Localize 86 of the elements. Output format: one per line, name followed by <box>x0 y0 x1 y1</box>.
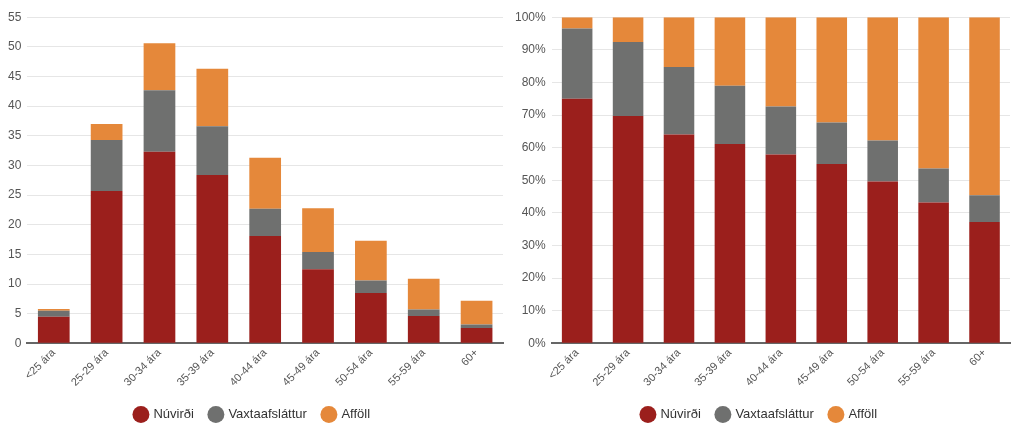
bar <box>816 163 848 343</box>
legend-label: Vaxtaafsláttur <box>228 406 308 422</box>
y-tick-label: 80% <box>521 74 547 89</box>
bar <box>918 168 949 203</box>
y-tick-label: 20 <box>7 217 22 232</box>
legend-label: Vaxtaafsláttur <box>735 406 815 422</box>
bar <box>460 327 493 343</box>
bar <box>765 17 797 107</box>
bar <box>196 126 229 175</box>
y-tick-label: 30% <box>521 237 547 252</box>
bar <box>355 280 387 293</box>
bar <box>37 316 70 343</box>
y-tick-label: 0% <box>528 335 547 350</box>
bar <box>407 309 440 317</box>
y-tick-label: 55 <box>7 9 22 24</box>
bar <box>302 208 334 253</box>
bar <box>90 139 123 191</box>
bar <box>561 17 593 29</box>
y-tick-label: 40% <box>521 205 547 220</box>
bar <box>867 181 898 343</box>
bar <box>612 17 644 42</box>
y-tick-label: 60% <box>521 139 547 154</box>
x-tick-label: 60+ <box>458 346 481 368</box>
bar <box>663 134 695 343</box>
bar <box>867 17 898 141</box>
y-tick-label: 25 <box>7 187 22 202</box>
bar <box>143 90 176 152</box>
x-tick-label: <25 ára <box>22 345 58 382</box>
bar <box>765 154 797 343</box>
y-tick-label: 30 <box>7 157 22 172</box>
y-tick-label: 0 <box>14 335 22 350</box>
y-tick-label: 20% <box>521 270 547 285</box>
bar <box>867 140 898 182</box>
legend-label: Núvirði <box>660 406 701 422</box>
bar <box>765 106 797 155</box>
bar <box>816 17 848 123</box>
bar <box>355 240 387 281</box>
bar <box>663 17 695 68</box>
bar <box>302 269 334 343</box>
bar <box>460 324 493 328</box>
bar <box>143 43 176 91</box>
bar <box>90 123 123 140</box>
bar <box>37 310 70 317</box>
bar <box>663 67 695 135</box>
y-tick-label: 50 <box>7 39 22 54</box>
bar <box>249 208 282 237</box>
y-tick-label: 45 <box>7 68 22 83</box>
y-tick-label: 50% <box>521 172 547 187</box>
bar <box>561 28 593 99</box>
bar <box>561 98 593 343</box>
y-tick-label: 15 <box>7 246 22 261</box>
bar <box>714 17 746 86</box>
bar <box>969 195 1000 223</box>
bar <box>918 17 949 169</box>
bar <box>816 122 848 164</box>
y-tick-label: 35 <box>7 128 22 143</box>
y-tick-label: 100% <box>514 9 547 24</box>
x-tick-label: <25 ára <box>545 345 582 382</box>
bar <box>249 236 282 343</box>
bar <box>714 144 746 343</box>
bar <box>969 17 1000 196</box>
y-tick-label: 10 <box>7 276 22 291</box>
y-tick-label: 70% <box>521 107 547 122</box>
y-tick-label: 10% <box>521 303 547 318</box>
bar <box>612 41 644 117</box>
bar <box>407 316 440 343</box>
bar <box>355 292 387 343</box>
bar <box>969 222 1000 343</box>
bar <box>302 252 334 270</box>
legend-label: Afföll <box>848 406 878 422</box>
x-tick-label: 60+ <box>966 346 989 368</box>
bar <box>196 174 229 343</box>
bar <box>714 85 746 145</box>
y-tick-label: 40 <box>7 98 22 113</box>
legend-label: Afföll <box>341 406 371 422</box>
bar <box>196 68 229 127</box>
bar <box>249 157 282 209</box>
legend-label: Núvirði <box>153 406 194 422</box>
y-tick-label: 5 <box>14 306 22 321</box>
y-tick-label: 90% <box>521 42 547 57</box>
bar <box>143 151 176 343</box>
bar <box>918 202 949 343</box>
bar <box>460 300 493 325</box>
bar <box>90 190 123 343</box>
bar <box>407 278 440 310</box>
bar <box>612 116 644 343</box>
